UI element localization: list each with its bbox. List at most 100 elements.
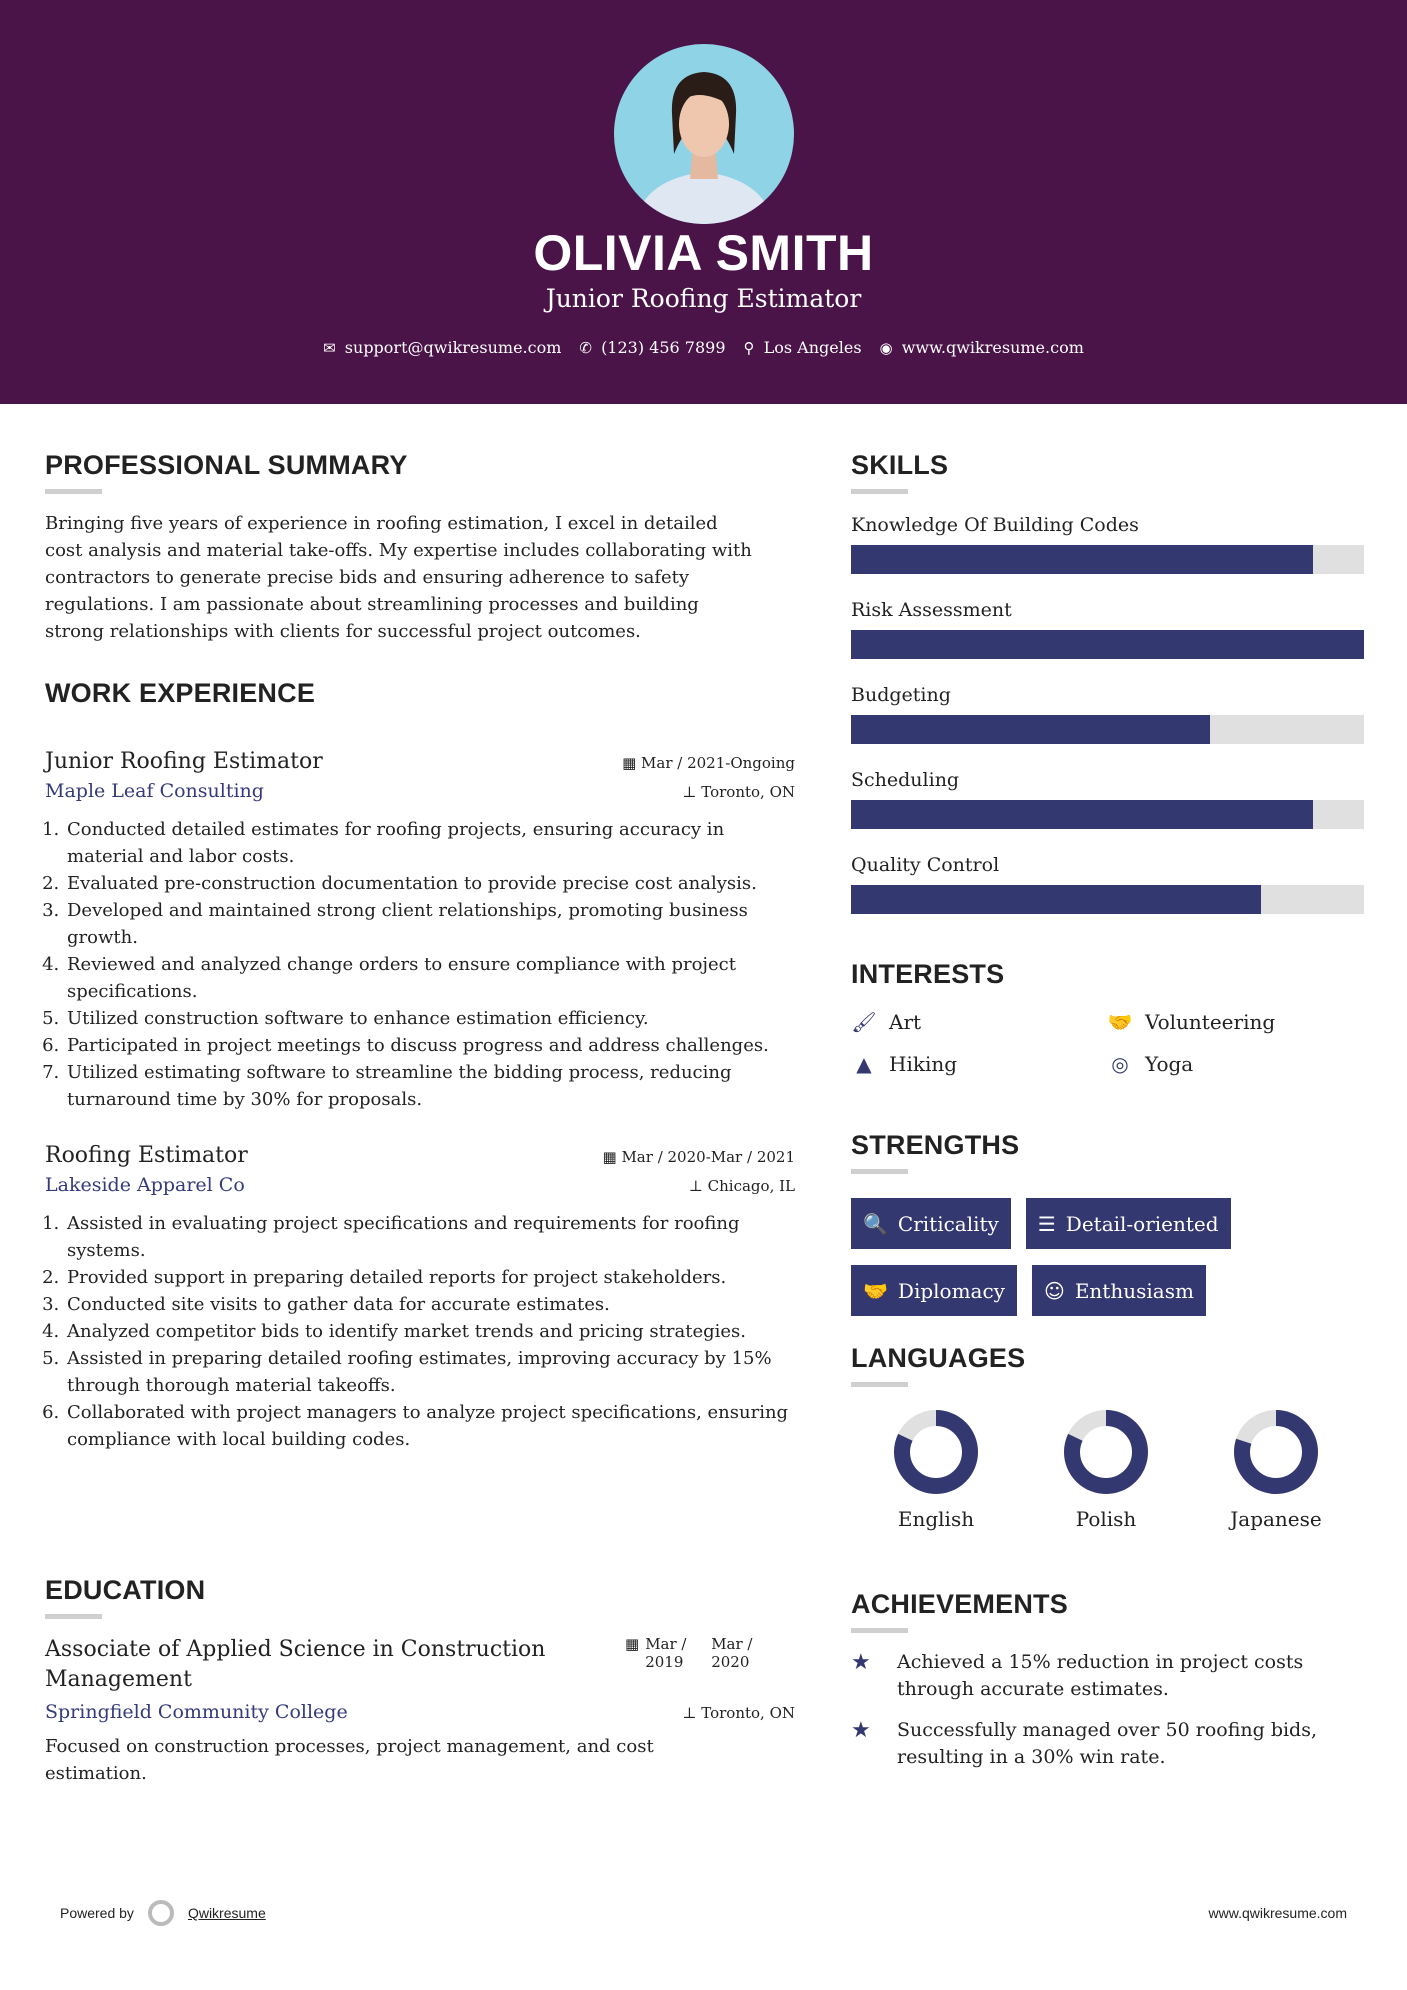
skill-item: Scheduling [851, 765, 1364, 829]
job-entry: Junior Roofing Estimator ▦ Mar / 2021-Ong… [45, 749, 795, 1113]
skill-name: Scheduling [851, 769, 960, 791]
language-item: Polish [1021, 1407, 1191, 1531]
degree-title: Associate of Applied Science in Construc… [45, 1637, 546, 1692]
skill-bar [851, 800, 1364, 829]
footer: Powered by Qwikresume www.qwikresume.com [60, 1900, 1347, 1926]
skill-bar-fill [851, 715, 1211, 744]
contact-location: ⚲ Los Angeles [744, 338, 862, 357]
skill-name: Budgeting [851, 684, 951, 706]
contact-email[interactable]: ✉ support@qwikresume.com [323, 338, 561, 357]
tree-icon: ▲ [856, 1052, 872, 1076]
language-donut [1234, 1410, 1318, 1494]
list-icon: ☰ [1037, 1211, 1056, 1236]
heading-underline [851, 1169, 908, 1174]
interest-volunteering: 🤝 Volunteering [1107, 1010, 1363, 1034]
calendar-icon: ▦ [622, 754, 642, 772]
experience-section: WORK EXPERIENCE Junior Roofing Estimator… [45, 678, 795, 1453]
footer-url[interactable]: www.qwikresume.com [1208, 1905, 1347, 1921]
company-name: Lakeside Apparel Co [45, 1174, 245, 1196]
email-text: support@qwikresume.com [344, 338, 562, 357]
summary-section: PROFESSIONAL SUMMARY Bringing five years… [45, 450, 795, 645]
interests-section: INTERESTS 🖌 Art 🤝 Volunteering ▲ Hiking ◎ Yo… [851, 959, 1364, 1076]
job-location: ⊥ Toronto, ON [682, 783, 795, 801]
skill-name: Knowledge Of Building Codes [851, 514, 1139, 536]
heading-underline [45, 489, 102, 494]
strength-badge: ☺ Enthusiasm [1031, 1265, 1206, 1316]
skill-bar-fill [851, 545, 1313, 574]
location-text: Los Angeles [763, 338, 862, 357]
duty-item: Utilized construction software to enhanc… [65, 1005, 795, 1032]
language-donut [1064, 1410, 1148, 1494]
section-heading: ACHIEVEMENTS [851, 1589, 1068, 1619]
interest-label: Yoga [1145, 1052, 1194, 1076]
end-date: Mar / 2020 [711, 1635, 753, 1671]
skill-item: Budgeting [851, 680, 1364, 744]
envelope-icon: ✉ [323, 339, 336, 357]
education-location: ⊥ Toronto, ON [682, 1704, 795, 1722]
strength-badge: 🔍 Criticality [851, 1198, 1011, 1249]
achievement-text: Successfully managed over 50 roofing bid… [897, 1719, 1318, 1768]
section-heading: EDUCATION [45, 1575, 206, 1605]
job-dates: ▦ Mar / 2020-Mar / 2021 [602, 1148, 796, 1166]
language-name: Polish [1075, 1507, 1137, 1531]
contact-website[interactable]: ◉ www.qwikresume.com [880, 338, 1084, 357]
skill-bar [851, 885, 1364, 914]
strength-badge: 🤝 Diplomacy [851, 1265, 1017, 1316]
duty-item: Collaborated with project managers to an… [65, 1399, 795, 1453]
interest-art: 🖌 Art [851, 1010, 1107, 1034]
summary-text: Bringing five years of experience in roo… [45, 510, 795, 645]
skill-item: Risk Assessment [851, 595, 1364, 659]
pushpin-icon: ⊥ [682, 783, 702, 801]
skill-bar-fill [851, 885, 1262, 914]
heading-underline [851, 489, 908, 494]
candidate-name: OLIVIA SMITH [533, 225, 874, 281]
brand-link[interactable]: Qwikresume [187, 1905, 266, 1921]
interest-label: Art [889, 1010, 922, 1034]
duty-item: Provided support in preparing detailed r… [65, 1264, 795, 1291]
globe-icon: ◉ [879, 339, 893, 357]
job-dates: ▦ Mar / 2021-Ongoing [622, 754, 795, 772]
donut-fill [1064, 1410, 1148, 1494]
duty-item: Analyzed competitor bids to identify mar… [65, 1318, 795, 1345]
education-dates: ▦ Mar / 2019 Mar / 2020 [625, 1635, 795, 1695]
section-heading: LANGUAGES [851, 1343, 1026, 1373]
strength-label: Diplomacy [897, 1278, 1005, 1303]
summary-line: cost analysis and material take-offs. My… [45, 540, 752, 561]
candidate-title: Junior Roofing Estimator [545, 284, 862, 313]
phone-icon: ✆ [579, 339, 592, 357]
strength-badge: ☰ Detail-oriented [1025, 1198, 1231, 1249]
job-entry: Roofing Estimator ▦ Mar / 2020-Mar / 2021… [45, 1143, 795, 1453]
skill-name: Risk Assessment [851, 599, 1012, 621]
duty-item: Developed and maintained strong client r… [65, 897, 795, 951]
calendar-icon: ▦ [625, 1635, 640, 1653]
pushpin-icon: ⊥ [688, 1177, 708, 1195]
strength-label: Enthusiasm [1074, 1278, 1194, 1303]
phone-text: (123) 456 7899 [601, 338, 726, 357]
language-name: English [897, 1507, 975, 1531]
language-item: Japanese [1191, 1407, 1361, 1531]
skill-bar-fill [851, 800, 1313, 829]
strength-label: Criticality [897, 1211, 999, 1236]
languages-section: LANGUAGES English Polish Japanese [851, 1343, 1364, 1531]
smile-icon: ☺ [1043, 1278, 1065, 1303]
summary-line: Bringing five years of experience in roo… [45, 513, 718, 534]
life-ring-icon: ◎ [1111, 1052, 1129, 1076]
heading-underline [851, 1628, 908, 1633]
skill-bar-fill [851, 630, 1364, 659]
language-name: Japanese [1230, 1507, 1322, 1531]
skill-item: Quality Control [851, 850, 1364, 914]
donut-fill [894, 1410, 978, 1494]
summary-line: regulations. I am passionate about strea… [45, 594, 699, 615]
resume-header: OLIVIA SMITH Junior Roofing Estimator ✉ … [0, 0, 1407, 404]
duty-item: Assisted in preparing detailed roofing e… [65, 1345, 795, 1399]
company-name: Maple Leaf Consulting [45, 780, 264, 802]
job-title: Roofing Estimator [45, 1143, 248, 1168]
contact-phone[interactable]: ✆ (123) 456 7899 [579, 338, 725, 357]
powered-by-label: Powered by [60, 1905, 134, 1921]
skill-bar [851, 545, 1364, 574]
handshake-icon: 🤝 [1107, 1010, 1133, 1034]
heading-underline [45, 1614, 102, 1619]
skill-bar [851, 715, 1364, 744]
skills-section: SKILLS Knowledge Of Building Codes Risk A… [851, 450, 1364, 935]
section-heading: WORK EXPERIENCE [45, 678, 316, 708]
